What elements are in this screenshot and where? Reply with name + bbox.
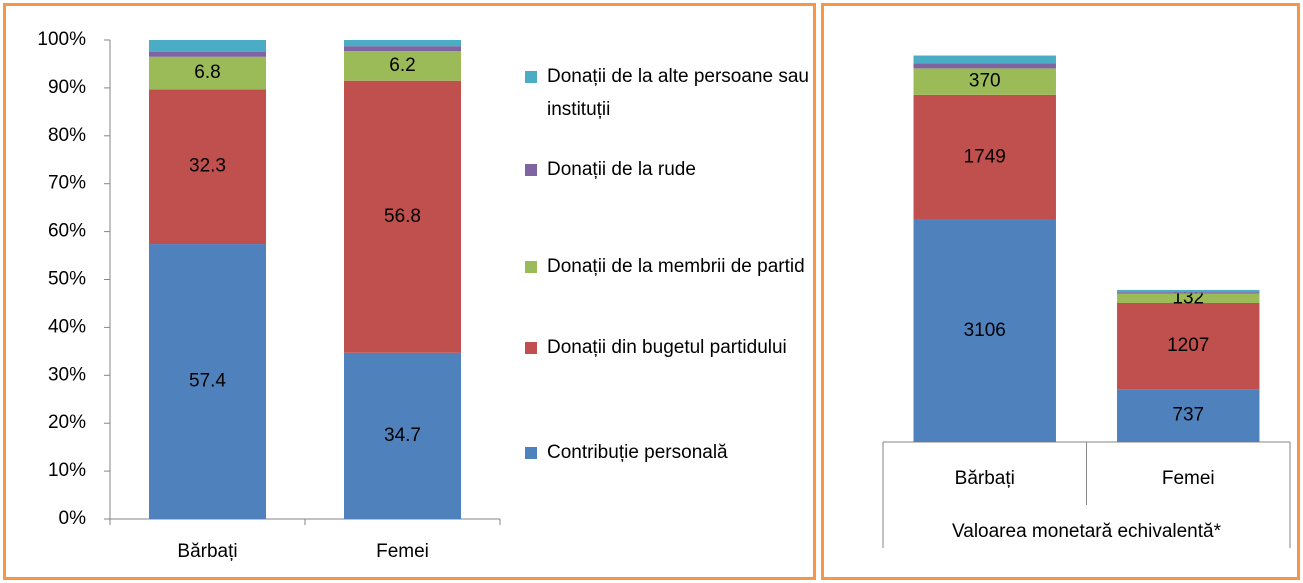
data-label: 1207: [1167, 335, 1209, 356]
bar-segment: [1117, 389, 1260, 442]
data-label: 34.7: [384, 425, 421, 446]
y-tick-label: 30%: [48, 364, 86, 385]
x-tick-label: Femei: [1162, 468, 1215, 489]
legend-label: Donații din bugetul partidului: [547, 337, 787, 358]
legend-entry: Donații de la rude: [525, 153, 810, 186]
legend-entry: Contribuție personală: [525, 436, 810, 469]
x-tick-label: Bărbați: [177, 541, 237, 562]
data-label: 6.8: [194, 62, 220, 83]
x-tick-label: Femei: [376, 541, 429, 562]
legend-swatch: [525, 261, 537, 273]
y-tick-label: 0%: [59, 508, 87, 529]
bar-segment: [344, 46, 461, 52]
y-tick-label: 50%: [48, 269, 86, 290]
x-group-label: Valoarea monetară echivalentă*: [952, 521, 1222, 542]
legend-entry: Donații de la alte persoane sau instituț…: [525, 60, 810, 126]
bar-segment: [913, 68, 1056, 95]
bar-segment: [149, 56, 266, 90]
left-panel: [3, 3, 816, 580]
bar-segment: [1117, 292, 1260, 294]
legend-swatch: [525, 342, 537, 354]
legend-swatch: [525, 71, 537, 83]
legend-swatch: [525, 447, 537, 459]
legend-entry: Donații din bugetul partidului: [525, 331, 810, 364]
bar-segment: [344, 51, 461, 81]
bar-segment: [344, 352, 461, 519]
legend-label: Donații de la rude: [547, 159, 696, 180]
y-tick-label: 80%: [48, 125, 86, 146]
data-label: 56.8: [384, 206, 421, 227]
bar-segment: [913, 219, 1056, 442]
data-label: 737: [1172, 405, 1204, 426]
legend-label: Donații de la membrii de partid: [547, 256, 805, 277]
y-tick-label: 100%: [37, 29, 86, 50]
legend-entry: Donații de la membrii de partid: [525, 250, 810, 283]
bar-segment: [913, 55, 1056, 64]
bar-segment: [913, 63, 1056, 69]
bar-segment: [913, 94, 1056, 220]
y-tick-label: 40%: [48, 316, 86, 337]
bar-segment: [149, 51, 266, 57]
bar-segment: [1117, 293, 1260, 304]
data-label: 3106: [964, 320, 1006, 341]
data-label: 32.3: [189, 156, 226, 177]
y-tick-label: 90%: [48, 77, 86, 98]
bar-segment: [1117, 289, 1260, 293]
y-tick-label: 10%: [48, 460, 86, 481]
y-tick-label: 70%: [48, 173, 86, 194]
data-label: 6.2: [389, 55, 415, 76]
y-tick-label: 60%: [48, 221, 86, 242]
bar-segment: [344, 80, 461, 353]
y-tick-label: 20%: [48, 412, 86, 433]
legend-label: Donații de la alte persoane sau instituț…: [547, 66, 809, 120]
x-tick-label: Bărbați: [955, 468, 1015, 489]
right-panel: [821, 3, 1300, 580]
bar-segment: [344, 40, 461, 47]
bar-segment: [149, 244, 266, 519]
bar-segment: [149, 89, 266, 245]
bar-segment: [1117, 303, 1260, 390]
data-label: 1749: [964, 146, 1006, 167]
legend-label: Contribuție personală: [547, 442, 728, 463]
legend-swatch: [525, 164, 537, 176]
data-label: 57.4: [189, 371, 226, 392]
bar-segment: [149, 40, 266, 52]
data-label: 370: [969, 71, 1001, 92]
